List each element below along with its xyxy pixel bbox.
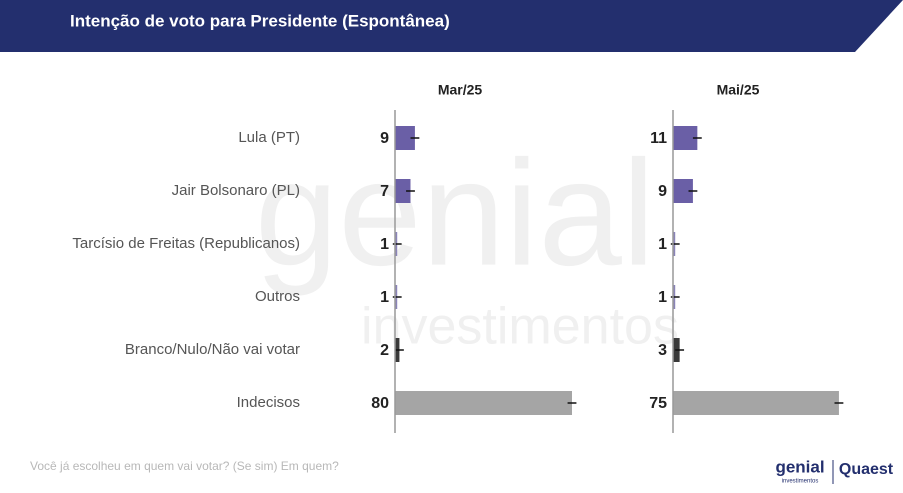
category-label: Branco/Nulo/Não vai votar xyxy=(125,341,300,358)
category-label: Tarcísio de Freitas (Republicanos) xyxy=(72,235,300,252)
category-label: Indecisos xyxy=(237,394,300,411)
value-label: 1 xyxy=(658,236,667,253)
footnote: Você já escolheu em quem vai votar? (Se … xyxy=(30,459,339,473)
watermark: investimentos xyxy=(361,298,679,356)
panel-label: Mai/25 xyxy=(717,82,760,98)
category-label: Outros xyxy=(255,288,300,305)
chart-title: Intenção de voto para Presidente (Espont… xyxy=(70,11,450,30)
value-label: 7 xyxy=(380,183,389,200)
value-label: 9 xyxy=(380,130,389,147)
value-label: 11 xyxy=(650,130,667,147)
value-label: 9 xyxy=(658,183,667,200)
category-label: Lula (PT) xyxy=(238,129,300,146)
logo: Quaest xyxy=(839,461,894,478)
bar xyxy=(395,391,572,415)
logo: genial xyxy=(775,457,824,476)
panel-label: Mar/25 xyxy=(438,82,483,98)
watermark: genial xyxy=(255,129,655,297)
bar xyxy=(673,391,839,415)
category-label: Jair Bolsonaro (PL) xyxy=(172,182,300,199)
bar xyxy=(395,179,411,203)
logo: investimentos xyxy=(782,479,819,485)
value-label: 2 xyxy=(380,342,389,359)
value-label: 75 xyxy=(649,395,667,412)
value-label: 1 xyxy=(658,289,667,306)
value-label: 3 xyxy=(658,342,667,359)
value-label: 1 xyxy=(380,289,389,306)
value-label: 80 xyxy=(371,395,389,412)
bar xyxy=(673,179,693,203)
value-label: 1 xyxy=(380,236,389,253)
bar xyxy=(395,126,415,150)
header-band xyxy=(0,0,903,52)
